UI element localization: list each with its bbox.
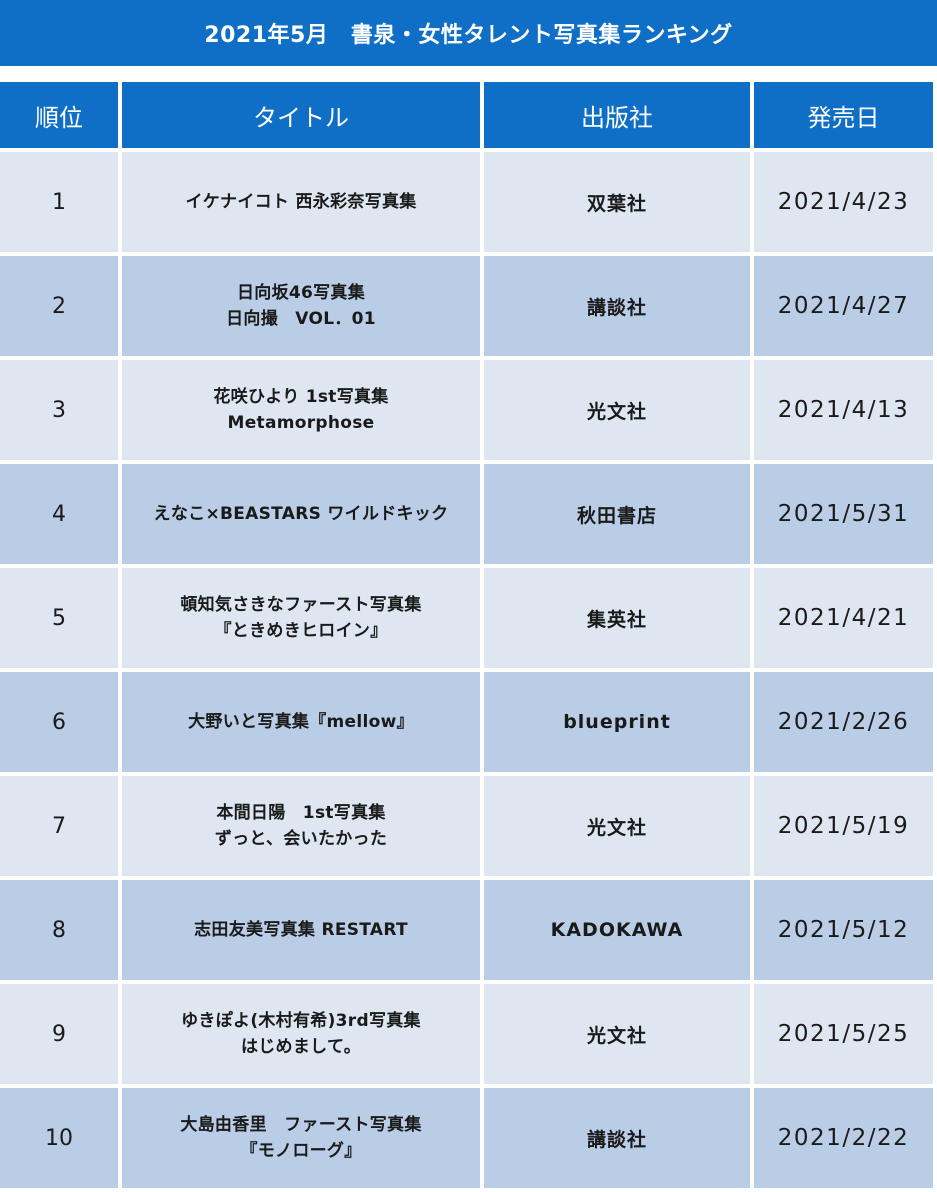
release-date-cell: 2021/4/13 (754, 360, 933, 460)
table-row: 10 大島由香里 ファースト写真集 『モノローグ』 講談社 2021/2/22 (0, 1088, 933, 1188)
table-row: 9 ゆきぽよ(木村有希)3rd写真集 はじめまして。 光文社 2021/5/25 (0, 984, 933, 1084)
table-row: 8 志田友美写真集 RESTART KADOKAWA 2021/5/12 (0, 880, 933, 980)
table-row: 6 大野いと写真集『mellow』 blueprint 2021/2/26 (0, 672, 933, 772)
publisher-cell: 集英社 (484, 568, 750, 668)
rank-cell: 2 (0, 256, 118, 356)
release-date-cell: 2021/5/25 (754, 984, 933, 1084)
publisher-cell: 講談社 (484, 256, 750, 356)
rank-cell: 4 (0, 464, 118, 564)
release-date-cell: 2021/4/27 (754, 256, 933, 356)
rank-cell: 7 (0, 776, 118, 876)
title-line: 志田友美写真集 RESTART (194, 920, 408, 940)
publisher-cell: 光文社 (484, 776, 750, 876)
title-line: ずっと、会いたかった (214, 829, 388, 849)
title-cell: 大島由香里 ファースト写真集 『モノローグ』 (122, 1088, 480, 1188)
release-date-cell: 2021/2/22 (754, 1088, 933, 1188)
table-row: 1 イケナイコト 西永彩奈写真集 双葉社 2021/4/23 (0, 152, 933, 252)
title-cell: 花咲ひより 1st写真集 Metamorphose (122, 360, 480, 460)
rank-cell: 6 (0, 672, 118, 772)
release-date-cell: 2021/5/19 (754, 776, 933, 876)
rank-cell: 10 (0, 1088, 118, 1188)
title-line: はじめまして。 (240, 1037, 362, 1057)
title-cell: 日向坂46写真集 日向撮 VOL．01 (122, 256, 480, 356)
release-date-cell: 2021/2/26 (754, 672, 933, 772)
publisher-cell: KADOKAWA (484, 880, 750, 980)
table-header-row: 順位 タイトル 出版社 発売日 (0, 82, 933, 148)
title-cell: 志田友美写真集 RESTART (122, 880, 480, 980)
title-line: 頓知気さきなファースト写真集 (180, 595, 422, 615)
publisher-cell: 光文社 (484, 984, 750, 1084)
title-cell: 頓知気さきなファースト写真集 『ときめきヒロイン』 (122, 568, 480, 668)
title-line: 大島由香里 ファースト写真集 (180, 1115, 422, 1135)
rank-cell: 9 (0, 984, 118, 1084)
column-header-release-date: 発売日 (754, 82, 933, 148)
release-date-cell: 2021/5/12 (754, 880, 933, 980)
publisher-cell: 講談社 (484, 1088, 750, 1188)
publisher-cell: 秋田書店 (484, 464, 750, 564)
title-cell: 本間日陽 1st写真集 ずっと、会いたかった (122, 776, 480, 876)
publisher-cell: 光文社 (484, 360, 750, 460)
title-cell: イケナイコト 西永彩奈写真集 (122, 152, 480, 252)
title-line: 『モノローグ』 (240, 1141, 362, 1161)
title-line: 本間日陽 1st写真集 (216, 803, 386, 823)
release-date-cell: 2021/4/21 (754, 568, 933, 668)
column-header-publisher: 出版社 (484, 82, 750, 148)
table-row: 7 本間日陽 1st写真集 ずっと、会いたかった 光文社 2021/5/19 (0, 776, 933, 876)
release-date-cell: 2021/4/23 (754, 152, 933, 252)
title-line: 大野いと写真集『mellow』 (188, 712, 414, 732)
rank-cell: 5 (0, 568, 118, 668)
title-line: 花咲ひより 1st写真集 (213, 387, 389, 407)
title-line: 日向坂46写真集 (236, 283, 366, 303)
title-line: Metamorphose (227, 413, 375, 433)
release-date-cell: 2021/5/31 (754, 464, 933, 564)
column-header-title: タイトル (122, 82, 480, 148)
rank-cell: 8 (0, 880, 118, 980)
title-line: 『ときめきヒロイン』 (214, 621, 388, 641)
table-row: 4 えなこ×BEASTARS ワイルドキック 秋田書店 2021/5/31 (0, 464, 933, 564)
table-row: 5 頓知気さきなファースト写真集 『ときめきヒロイン』 集英社 2021/4/21 (0, 568, 933, 668)
title-cell: ゆきぽよ(木村有希)3rd写真集 はじめまして。 (122, 984, 480, 1084)
ranking-table: 順位 タイトル 出版社 発売日 1 イケナイコト 西永彩奈写真集 双葉社 202… (0, 78, 937, 1192)
title-cell: 大野いと写真集『mellow』 (122, 672, 480, 772)
column-header-rank: 順位 (0, 82, 118, 148)
title-cell: えなこ×BEASTARS ワイルドキック (122, 464, 480, 564)
table-row: 2 日向坂46写真集 日向撮 VOL．01 講談社 2021/4/27 (0, 256, 933, 356)
page-title: 2021年5月 書泉・女性タレント写真集ランキング (0, 0, 937, 66)
table-row: 3 花咲ひより 1st写真集 Metamorphose 光文社 2021/4/13 (0, 360, 933, 460)
title-line: 日向撮 VOL．01 (226, 309, 376, 329)
rank-cell: 3 (0, 360, 118, 460)
publisher-cell: 双葉社 (484, 152, 750, 252)
rank-cell: 1 (0, 152, 118, 252)
title-line: えなこ×BEASTARS ワイルドキック (153, 504, 449, 524)
title-line: ゆきぽよ(木村有希)3rd写真集 (181, 1011, 421, 1031)
publisher-cell: blueprint (484, 672, 750, 772)
title-line: イケナイコト 西永彩奈写真集 (185, 192, 417, 212)
